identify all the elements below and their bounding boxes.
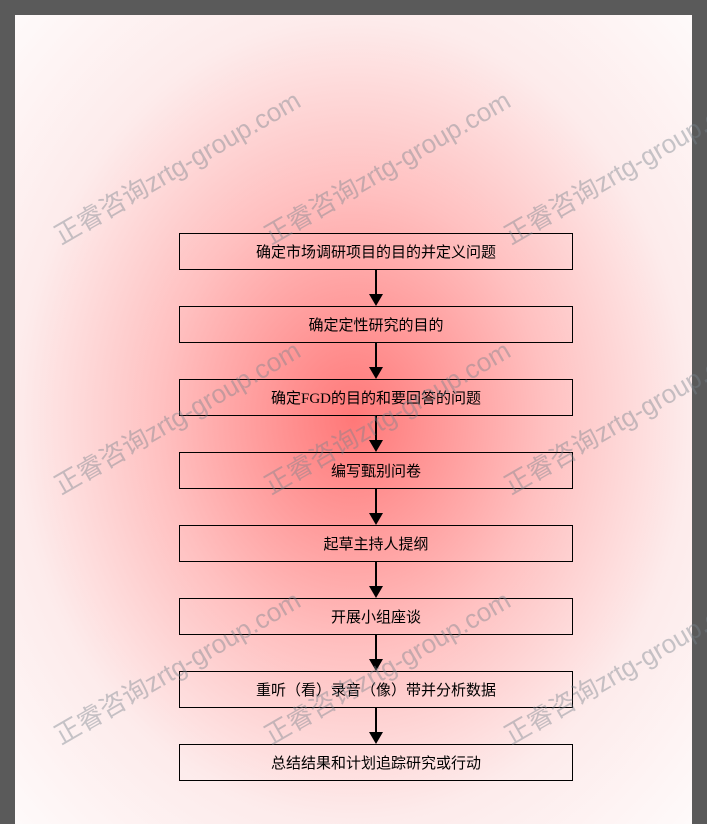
arrow-head-icon: [369, 294, 383, 306]
flow-node: 总结结果和计划追踪研究或行动: [179, 744, 573, 781]
watermark-text: 正睿咨询zrtg-group.com: [257, 81, 517, 252]
flow-node: 起草主持人提纲: [179, 525, 573, 562]
flow-node: 编写甄别问卷: [179, 452, 573, 489]
flow-arrow: [179, 708, 573, 744]
flow-arrow: [179, 416, 573, 452]
flow-arrow: [179, 562, 573, 598]
arrow-head-icon: [369, 440, 383, 452]
flow-arrow: [179, 635, 573, 671]
flowchart: 确定市场调研项目的目的并定义问题 确定定性研究的目的 确定FGD的目的和要回答的…: [179, 233, 573, 781]
arrow-head-icon: [369, 659, 383, 671]
watermark-text: 正睿咨询zrtg-group.com: [497, 81, 707, 252]
arrow-head-icon: [369, 367, 383, 379]
arrow-head-icon: [369, 513, 383, 525]
flow-node: 确定定性研究的目的: [179, 306, 573, 343]
arrow-head-icon: [369, 732, 383, 744]
page-background: 确定市场调研项目的目的并定义问题 确定定性研究的目的 确定FGD的目的和要回答的…: [15, 15, 692, 824]
flow-arrow: [179, 343, 573, 379]
flow-node-label: 确定FGD的目的和要回答的问题: [271, 387, 481, 408]
flow-node-label: 重听（看）录音（像）带并分析数据: [256, 679, 496, 700]
arrow-head-icon: [369, 586, 383, 598]
watermark-text: 正睿咨询zrtg-group.com: [47, 81, 307, 252]
flow-arrow: [179, 489, 573, 525]
flow-node: 确定FGD的目的和要回答的问题: [179, 379, 573, 416]
flow-arrow: [179, 270, 573, 306]
flow-node-label: 开展小组座谈: [331, 606, 421, 627]
flow-node: 确定市场调研项目的目的并定义问题: [179, 233, 573, 270]
flow-node: 重听（看）录音（像）带并分析数据: [179, 671, 573, 708]
flow-node-label: 总结结果和计划追踪研究或行动: [271, 752, 481, 773]
flow-node-label: 确定定性研究的目的: [308, 314, 443, 335]
flow-node-label: 确定市场调研项目的目的并定义问题: [256, 241, 496, 262]
flow-node-label: 起草主持人提纲: [323, 533, 428, 554]
flow-node-label: 编写甄别问卷: [331, 460, 421, 481]
flow-node: 开展小组座谈: [179, 598, 573, 635]
